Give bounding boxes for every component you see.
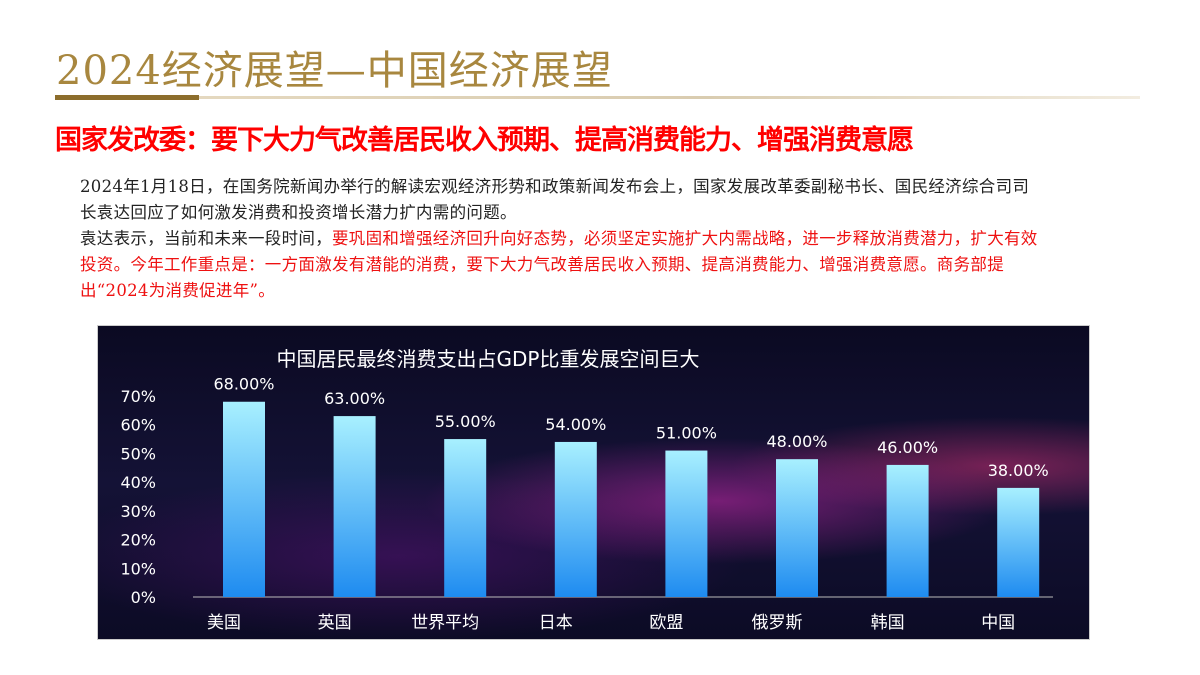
- bar: [333, 416, 376, 597]
- bar-value-label: 68.00%: [213, 375, 274, 394]
- bar: [223, 401, 265, 597]
- paragraph-2: 袁达表示，当前和未来一段时间，要巩固和增强经济回升向好态势，必须坚定实施扩大内需…: [80, 226, 1040, 304]
- x-tick-label: 世界平均: [411, 613, 479, 633]
- paragraph-2-lead: 袁达表示，当前和未来一段时间，: [80, 229, 332, 248]
- chart-title: 中国居民最终消费支出占GDP比重发展空间巨大: [277, 347, 700, 371]
- bar: [554, 441, 597, 597]
- x-tick-label: 美国: [207, 613, 241, 633]
- title-divider-accent: [55, 95, 199, 100]
- y-tick-label: 40%: [120, 473, 156, 492]
- bar: [997, 487, 1040, 597]
- y-tick-label: 50%: [120, 444, 156, 463]
- x-tick-label: 欧盟: [649, 613, 683, 633]
- x-tick-label: 日本: [539, 613, 573, 633]
- chart-svg: 中国居民最终消费支出占GDP比重发展空间巨大 0% 10% 20% 30% 40% 50%…: [120, 347, 1053, 633]
- x-tick-label: 英国: [318, 613, 352, 633]
- x-tick-label: 韩国: [871, 613, 905, 633]
- paragraph-1: 2024年1月18日，在国务院新闻办举行的解读宏观经济形势和政策新闻发布会上，国…: [80, 177, 1030, 222]
- y-tick-label: 60%: [120, 416, 156, 435]
- bar: [665, 450, 708, 597]
- bar-value-label: 55.00%: [435, 412, 496, 431]
- slide-subtitle: 国家发改委：要下大力气改善居民收入预期、提高消费能力、增强消费意愿: [55, 125, 914, 156]
- y-tick-label: 70%: [120, 387, 156, 406]
- bar-value-label: 63.00%: [324, 389, 385, 408]
- slide-title: 2024经济展望—中国经济展望: [56, 48, 613, 94]
- y-tick-label: 30%: [120, 502, 156, 521]
- consumption-gdp-chart: 中国居民最终消费支出占GDP比重发展空间巨大 0% 10% 20% 30% 40% 50%…: [97, 325, 1090, 640]
- bar: [776, 459, 818, 597]
- bar-value-label: 38.00%: [988, 461, 1049, 480]
- body-text: 2024年1月18日，在国务院新闻办举行的解读宏观经济形势和政策新闻发布会上，国…: [80, 174, 1040, 304]
- x-tick-label: 俄罗斯: [752, 613, 803, 633]
- bar-value-label: 54.00%: [545, 415, 606, 434]
- bar-value-label: 48.00%: [766, 432, 827, 451]
- x-tick-label: 中国: [981, 613, 1015, 633]
- bar-value-label: 46.00%: [877, 438, 938, 457]
- paragraph-2-highlight: 要巩固和增强经济回升向好态势，必须坚定实施扩大内需战略，进一步释放消费潜力，扩大…: [80, 229, 1038, 300]
- y-tick-label: 0%: [131, 588, 156, 607]
- y-tick-label: 10%: [120, 559, 156, 578]
- title-divider: [55, 96, 1140, 99]
- bar: [444, 439, 487, 597]
- y-tick-label: 20%: [120, 531, 156, 550]
- bar-value-label: 51.00%: [656, 424, 717, 443]
- bar: [886, 464, 929, 597]
